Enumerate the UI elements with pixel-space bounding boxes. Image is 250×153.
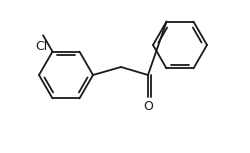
Text: Cl: Cl <box>35 40 47 53</box>
Text: O: O <box>142 100 152 113</box>
